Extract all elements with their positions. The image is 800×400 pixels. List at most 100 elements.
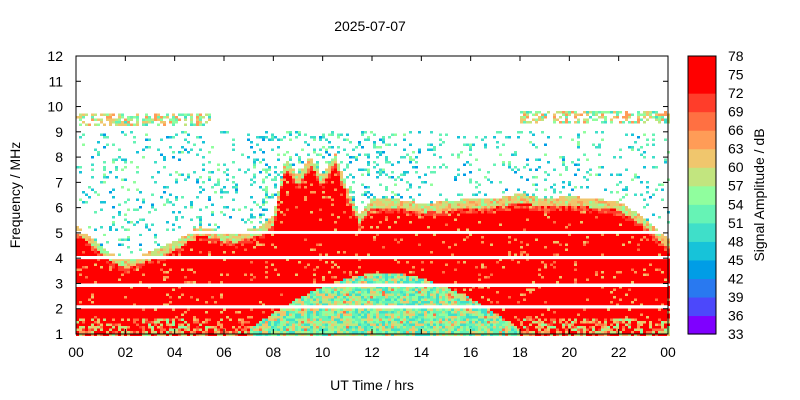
heatmap-cell: [340, 216, 343, 219]
heatmap-cell: [265, 301, 268, 304]
heatmap-cell: [331, 206, 334, 209]
heatmap-cell: [328, 333, 331, 336]
heatmap-cell: [280, 203, 283, 206]
heatmap-cell: [232, 288, 235, 291]
heatmap-cell: [253, 268, 256, 271]
heatmap-cell: [280, 181, 283, 184]
heatmap-cell: [163, 318, 166, 321]
heatmap-cell: [76, 166, 79, 169]
heatmap-cell: [127, 271, 130, 274]
heatmap-cell: [331, 241, 334, 244]
heatmap-cell: [331, 163, 334, 166]
heatmap-cell: [133, 311, 136, 314]
heatmap-cell: [121, 266, 124, 269]
heatmap-cell: [334, 211, 337, 214]
heatmap-cell: [337, 326, 340, 329]
heatmap-cell: [340, 223, 343, 226]
heatmap-cell: [328, 246, 331, 249]
heatmap-cell: [283, 253, 286, 256]
heatmap-cell: [193, 303, 196, 306]
heatmap-cell: [340, 326, 343, 329]
heatmap-cell: [121, 158, 124, 161]
heatmap-cell: [304, 166, 307, 169]
heatmap-cell: [163, 293, 166, 296]
heatmap-cell: [328, 321, 331, 324]
heatmap-cell: [262, 243, 265, 246]
heatmap-cell: [229, 308, 232, 311]
heatmap-cell: [346, 241, 349, 244]
heatmap-cell: [136, 296, 139, 299]
heatmap-cell: [121, 123, 124, 126]
heatmap-cell: [196, 178, 199, 181]
heatmap-cell: [355, 241, 358, 244]
heatmap-cell: [298, 331, 301, 334]
heatmap-cell: [214, 191, 217, 194]
heatmap-cell: [253, 273, 256, 276]
heatmap-cell: [160, 253, 163, 256]
heatmap-cell: [184, 316, 187, 319]
heatmap-cell: [325, 271, 328, 274]
heatmap-cell: [214, 301, 217, 304]
heatmap-cell: [319, 326, 322, 329]
heatmap-cell: [226, 241, 229, 244]
heatmap-cell: [286, 163, 289, 166]
heatmap-cell: [283, 168, 286, 171]
heatmap-cell: [79, 278, 82, 281]
heatmap-cell: [340, 201, 343, 204]
heatmap-cell: [232, 308, 235, 311]
heatmap-cell: [91, 276, 94, 279]
heatmap-cell: [289, 273, 292, 276]
heatmap-cell: [94, 273, 97, 276]
heatmap-cell: [307, 221, 310, 224]
heatmap-cell: [205, 323, 208, 326]
heatmap-cell: [151, 271, 154, 274]
heatmap-cell: [370, 266, 373, 269]
heatmap-cell: [253, 321, 256, 324]
heatmap-cell: [109, 228, 112, 231]
heatmap-cell: [325, 313, 328, 316]
heatmap-cell: [115, 118, 118, 121]
heatmap-cell: [115, 176, 118, 179]
heatmap-cell: [325, 193, 328, 196]
heatmap-cell: [220, 258, 223, 261]
heatmap-cell: [76, 326, 79, 329]
heatmap-cell: [76, 291, 79, 294]
heatmap-cell: [331, 178, 334, 181]
heatmap-cell: [226, 333, 229, 336]
heatmap-cell: [190, 291, 193, 294]
heatmap-cell: [349, 278, 352, 281]
heatmap-cell: [349, 251, 352, 254]
heatmap-cell: [325, 266, 328, 269]
heatmap-cell: [301, 308, 304, 311]
heatmap-cell: [232, 143, 235, 146]
heatmap-cell: [205, 278, 208, 281]
heatmap-cell: [211, 251, 214, 254]
heatmap-cell: [277, 313, 280, 316]
heatmap-cell: [121, 293, 124, 296]
heatmap-cell: [163, 158, 166, 161]
heatmap-cell: [274, 211, 277, 214]
heatmap-cell: [145, 263, 148, 266]
heatmap-cell: [253, 243, 256, 246]
heatmap-cell: [187, 236, 190, 239]
heatmap-cell: [118, 258, 121, 261]
heatmap-cell: [283, 261, 286, 264]
heatmap-cell: [316, 233, 319, 236]
heatmap-cell: [304, 213, 307, 216]
heatmap-cell: [274, 228, 277, 231]
heatmap-cell: [349, 191, 352, 194]
heatmap-cell: [175, 241, 178, 244]
heatmap-cell: [214, 308, 217, 311]
heatmap-cell: [130, 301, 133, 304]
heatmap-cell: [172, 293, 175, 296]
heatmap-cell: [310, 303, 313, 306]
heatmap-cell: [292, 171, 295, 174]
heatmap-cell: [331, 213, 334, 216]
heatmap-cell: [304, 186, 307, 189]
heatmap-cell: [349, 233, 352, 236]
heatmap-cell: [322, 156, 325, 159]
heatmap-cell: [328, 178, 331, 181]
heatmap-cell: [169, 173, 172, 176]
heatmap-cell: [127, 123, 130, 126]
heatmap-cell: [97, 153, 100, 156]
